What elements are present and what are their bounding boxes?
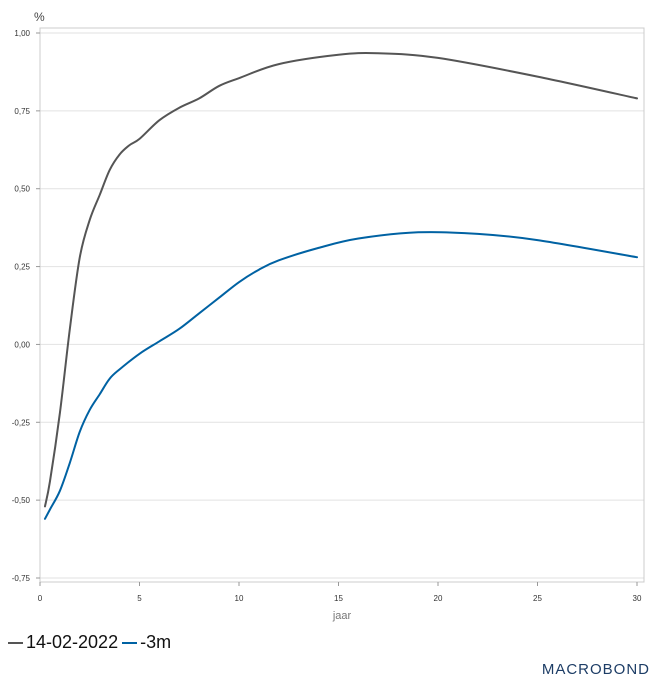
x-axis-label: jaar bbox=[332, 610, 352, 622]
legend-item-series-2: -3m bbox=[122, 632, 171, 653]
plot-area-frame bbox=[39, 27, 645, 583]
y-tick-label: 0,50 bbox=[14, 185, 30, 194]
series-lines bbox=[43, 52, 638, 520]
y-tick-label: 0,75 bbox=[14, 107, 30, 116]
legend-item-series-1: 14-02-2022 bbox=[8, 632, 118, 653]
legend: 14-02-2022 -3m bbox=[8, 632, 175, 653]
series-line-1 bbox=[43, 52, 638, 508]
x-tick-label: 0 bbox=[38, 594, 43, 603]
legend-label-series-1: 14-02-2022 bbox=[26, 632, 119, 652]
legend-swatch-series-2 bbox=[122, 641, 138, 644]
y-axis-unit-label: % bbox=[34, 10, 45, 24]
x-tick-label: 15 bbox=[334, 594, 343, 603]
y-tick-label: 0,25 bbox=[14, 263, 30, 272]
y-tick-label: 1,00 bbox=[14, 29, 30, 38]
series-line-2 bbox=[43, 231, 638, 520]
grid-lines bbox=[40, 32, 644, 579]
x-tick-label: 5 bbox=[137, 594, 142, 603]
legend-label-series-2: -3m bbox=[140, 632, 172, 652]
y-tick-label: -0,25 bbox=[12, 418, 31, 427]
x-axis-ticks: 0 5 10 15 20 25 30 bbox=[38, 582, 642, 603]
legend-swatch-series-1 bbox=[8, 641, 23, 644]
y-axis-ticks: -0,75 -0,50 -0,25 0,00 0,25 0,50 0,75 1,00 bbox=[12, 29, 40, 583]
macrobond-logo: MACROBOND bbox=[541, 661, 650, 678]
yield-curve-chart: -0,75 -0,50 -0,25 0,00 0,25 0,50 0,75 1,00 0 5 10… bbox=[12, 10, 645, 622]
x-tick-label: 10 bbox=[235, 594, 244, 603]
y-tick-label: -0,75 bbox=[12, 574, 31, 583]
x-tick-label: 25 bbox=[533, 594, 542, 603]
x-tick-label: 30 bbox=[633, 594, 642, 603]
x-tick-label: 20 bbox=[434, 594, 443, 603]
y-tick-label: -0,50 bbox=[12, 496, 31, 505]
y-tick-label: 0,00 bbox=[14, 340, 30, 349]
